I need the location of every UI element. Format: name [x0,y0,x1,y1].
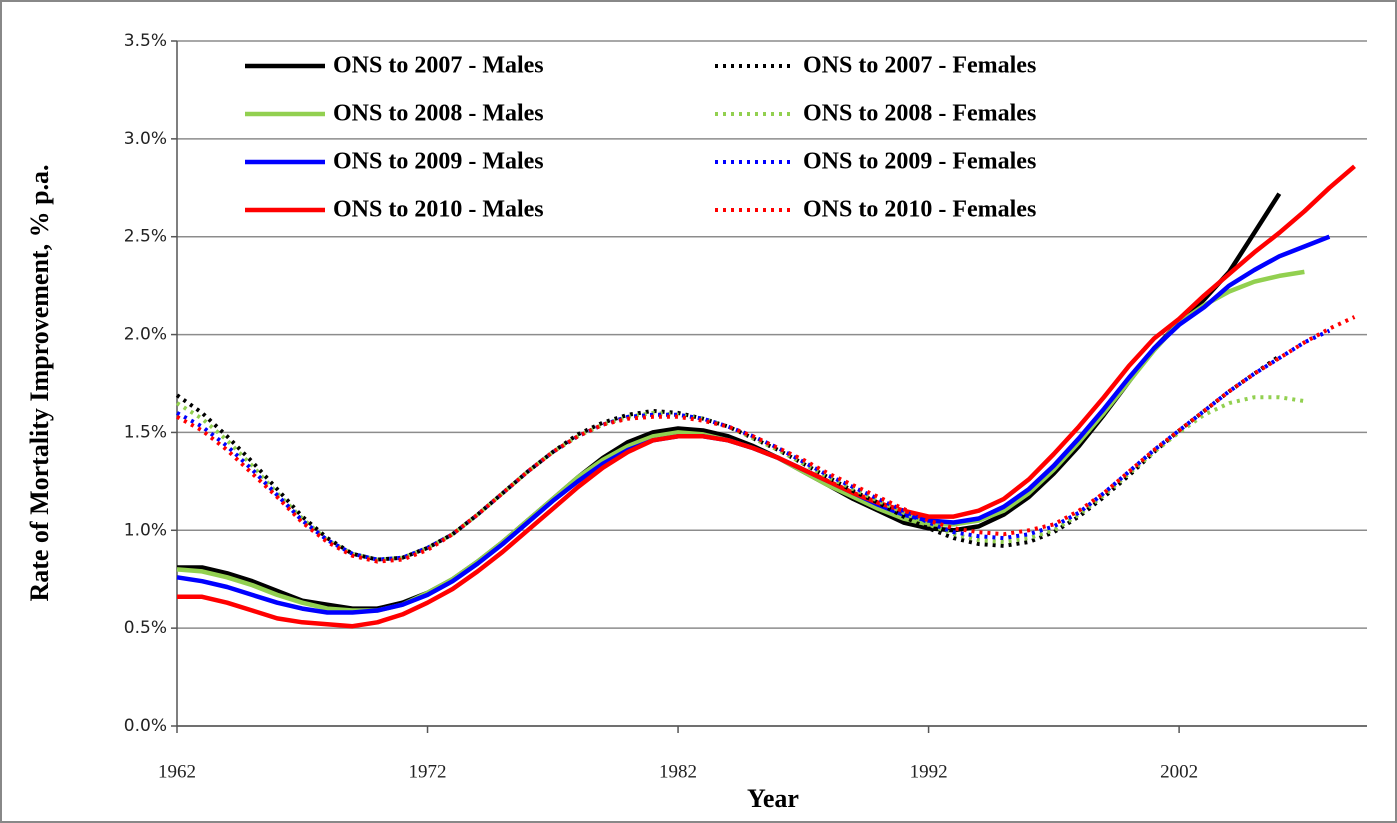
legend: ONS to 2007 - Males ONS to 2008 - Males ON… [245,53,1036,223]
legend-label: ONS to 2007 - Females [803,53,1036,79]
legend-label: ONS to 2009 - Females [803,149,1036,175]
legend-label: ONS to 2010 - Males [333,197,544,223]
grid: 0.0% 0.5% 1.0% 1.5% 2.0% 2.5% 3.0% 3.5% 1962 1972… [124,31,1367,782]
legend-label: ONS to 2009 - Males [333,149,544,175]
x-tick-label: 1962 [158,761,196,782]
y-tick-label: 1.5% [124,422,167,442]
legend-label: ONS to 2008 - Males [333,101,544,127]
legend-label: ONS to 2007 - Males [333,53,544,79]
legend-label: ONS to 2008 - Females [803,101,1036,127]
legend-label: ONS to 2010 - Females [803,197,1036,223]
x-tick-label: 2002 [1160,761,1198,782]
x-tick-label: 1972 [409,761,447,782]
y-axis-label: Rate of Mortality Improvement, % p.a. [25,164,54,601]
x-axis-label: Year [747,784,799,813]
y-tick-label: 2.5% [124,227,167,247]
plot-lines [175,164,1356,629]
series-line [177,164,1356,629]
y-tick-label: 3.0% [124,129,167,149]
y-tick-label: 3.5% [124,31,167,51]
x-tick-label: 1982 [659,761,697,782]
y-tick-label: 1.0% [124,520,167,540]
x-tick-label: 1992 [910,761,948,782]
y-tick-label: 2.0% [124,325,167,345]
y-tick-label: 0.0% [124,716,167,736]
y-tick-label: 0.5% [124,618,167,638]
